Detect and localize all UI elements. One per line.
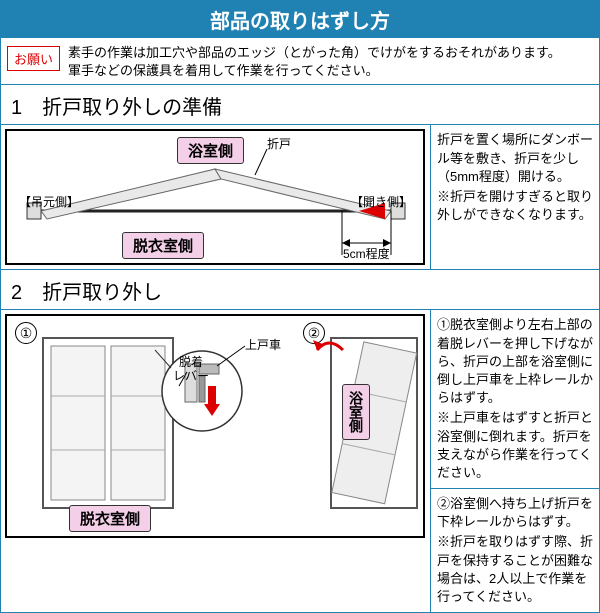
section1-body: 浴室側	[1, 125, 599, 270]
section2-text1: ①脱衣室側より左右上部の着脱レバーを押し下げながら、折戸の上部を浴室側に倒し上戸…	[437, 316, 593, 407]
warning-text: 素手の作業は加工穴や部品のエッジ（とがった角）でけがをするおそれがあります。 軍…	[68, 44, 561, 80]
warning-line2: 軍手などの保護具を着用して作業を行ってください。	[68, 62, 561, 80]
section2-diagram-col: ① ②	[1, 310, 431, 612]
label-detach-lever: 脱着 レバー	[173, 356, 209, 382]
section1-text1: 折戸を置く場所にダンボール等を敷き、折戸を少し（5mm程度）開ける。	[437, 131, 593, 186]
section2-textblock2: ②浴室側へ持ち上げ折戸を下枠レールからはずす。 ※折戸を取りはずす際、折戸を保持…	[431, 489, 599, 612]
label-upper-roller: 上戸車	[245, 336, 281, 353]
section1-header: 1 折戸取り外しの準備	[1, 85, 599, 125]
label-bathroom-side-v: 浴室側	[342, 384, 370, 440]
label-undress-side-2: 脱衣室側	[69, 505, 151, 532]
section2-textblock1: ①脱衣室側より左右上部の着脱レバーを押し下げながら、折戸の上部を浴室側に倒し上戸…	[431, 310, 599, 489]
warning-row: お願い 素手の作業は加工穴や部品のエッジ（とがった角）でけがをするおそれがありま…	[1, 38, 599, 85]
section1-diagram-col: 浴室側	[1, 125, 431, 269]
section2-diagram: ① ②	[5, 314, 425, 538]
section2-text-col: ①脱衣室側より左右上部の着脱レバーを押し下げながら、折戸の上部を浴室側に倒し上戸…	[431, 310, 599, 612]
section2-text2: ※上戸車をはずすと折戸と浴室側に倒れます。折戸を支えながら作業を行ってください。	[437, 409, 593, 482]
section1-diagram: 浴室側	[5, 129, 425, 265]
label-undress-side: 脱衣室側	[122, 232, 204, 259]
page-title: 部品の取りはずし方	[1, 1, 599, 38]
section1-text2: ※折戸を開けすぎると取り外しができなくなります。	[437, 188, 593, 224]
page-root: 部品の取りはずし方 お願い 素手の作業は加工穴や部品のエッジ（とがった角）でけが…	[0, 0, 600, 613]
section1-text-col: 折戸を置く場所にダンボール等を敷き、折戸を少し（5mm程度）開ける。 ※折戸を開…	[431, 125, 599, 269]
section2-text3: ②浴室側へ持ち上げ折戸を下枠レールからはずす。	[437, 495, 593, 531]
section2-header: 2 折戸取り外し	[1, 270, 599, 310]
label-pivot-side: 【吊元側】	[19, 193, 79, 210]
section2-body: ① ②	[1, 310, 599, 612]
section2-text4: ※折戸を取りはずす際、折戸を保持することが困難な場合は、2人以上で作業を行ってく…	[437, 533, 593, 606]
warning-badge: お願い	[7, 46, 60, 71]
label-door: 折戸	[267, 135, 291, 152]
label-5cm: 5cm程度	[343, 245, 390, 262]
label-open-side: 【開き側】	[351, 193, 411, 210]
warning-line1: 素手の作業は加工穴や部品のエッジ（とがった角）でけがをするおそれがあります。	[68, 44, 561, 62]
